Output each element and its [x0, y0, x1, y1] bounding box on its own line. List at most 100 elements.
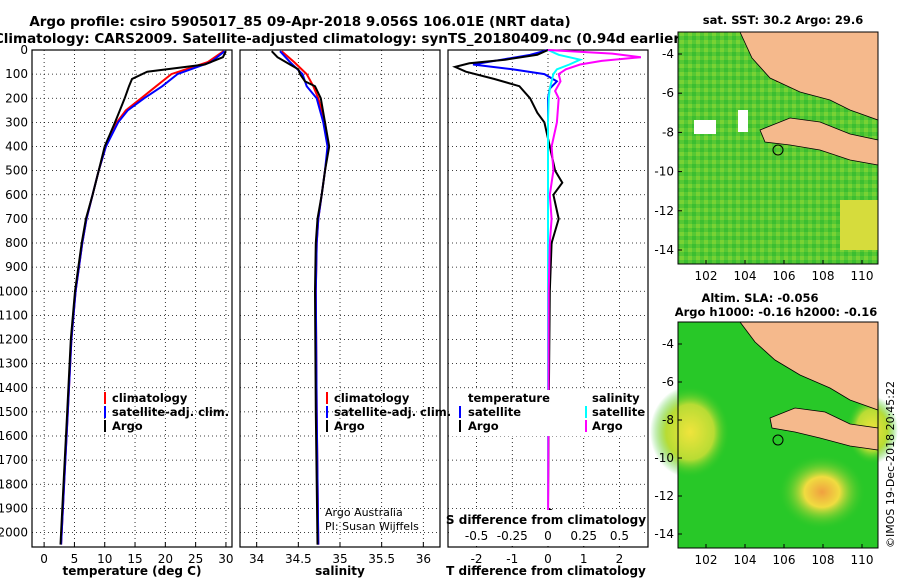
legend-climatology-label: climatology [112, 391, 188, 405]
salinity-legend: climatology satellite-adj. clim. Argo [326, 391, 451, 433]
title-line-2: Climatology: CARS2009. Satellite-adjuste… [0, 31, 686, 47]
series-climatology [281, 50, 330, 545]
sal-legend-satellite-label: satellite-adj. clim. [334, 405, 451, 419]
x-tick-label: 25 [188, 552, 203, 566]
x-tick-label: 0 [544, 552, 552, 566]
depth-tick-label: 1100 [0, 308, 28, 322]
salinity-panel: 34 34.5 35 35.5 36 salinity climatology sate… [239, 49, 451, 578]
map-y-tick-label: -8 [662, 125, 674, 139]
map-y-tick-label: -10 [654, 165, 674, 179]
legend-salinity-title: salinity [592, 391, 640, 405]
temperature-grid [32, 49, 232, 547]
difference-panel: -2 -1 0 1 2 S difference from climatology -0… [446, 49, 649, 578]
s-tick-label: 0 [544, 529, 552, 543]
map-y-tick-label: -14 [654, 527, 674, 541]
map-x-tick-label: 102 [695, 269, 718, 283]
legend-s-argo-label: Argo [592, 419, 623, 433]
depth-tick-label: 1500 [0, 405, 28, 419]
map-y-tick-label: -6 [662, 375, 674, 389]
sst-map-frame [677, 31, 879, 265]
series-climatology [60, 50, 225, 545]
x-tick-label: 20 [158, 552, 173, 566]
series-t-argo [452, 49, 582, 546]
temperature-x-ticks: 0 5 10 15 20 25 30 [40, 542, 234, 566]
map-x-tick-label: 104 [734, 553, 757, 567]
s-difference-ticks: -0.5 -0.25 0 0.25 0.5 [465, 529, 629, 543]
x-tick-label: 10 [97, 552, 112, 566]
depth-tick-label: 700 [5, 212, 28, 226]
x-tick-label: 15 [127, 552, 142, 566]
legend-t-argo-label: Argo [468, 419, 499, 433]
sst-map-cloud-1 [694, 120, 716, 134]
annotation-pi: PI: Susan Wijffels [325, 520, 419, 533]
map-y-tick-label: -14 [654, 243, 674, 257]
series-argo [270, 50, 331, 545]
salinity-xlabel: salinity [315, 564, 365, 578]
legend-t-satellite-label: satellite [468, 405, 521, 419]
temperature-xlabel: temperature (deg C) [63, 564, 202, 578]
series-s-satellite [547, 49, 584, 545]
map-y-tick-label: -12 [654, 204, 674, 218]
x-tick-label: 35.5 [368, 552, 395, 566]
x-tick-label: 0 [40, 552, 48, 566]
annotation-argo-australia: Argo Australia [325, 506, 403, 519]
map-x-tick-label: 102 [695, 553, 718, 567]
map-y-tick-label: -8 [662, 413, 674, 427]
depth-tick-label: 1300 [0, 357, 28, 371]
map-x-tick-label: 106 [773, 269, 796, 283]
sst-map-cloud-2 [738, 110, 748, 132]
temperature-panel: 0100200300400500600700800900100011001200… [0, 43, 234, 578]
map-x-tick-label: 106 [773, 553, 796, 567]
s-tick-label: -0.25 [497, 529, 528, 543]
sla-map-yellow-blob-west [650, 386, 730, 478]
s-tick-label: 0.5 [610, 529, 629, 543]
sla-map-frame [677, 321, 879, 549]
map-y-tick-label: -4 [662, 337, 674, 351]
series-s-argo [547, 49, 642, 545]
sst-map-argo-marker [772, 144, 784, 156]
depth-tick-label: 600 [5, 188, 28, 202]
depth-tick-label: 0 [20, 43, 28, 57]
depth-axis-ticks: 0 100 200 300 400 500 600 700 800 900 1000 1100 1200… [0, 43, 28, 540]
sla-map-ticks: 102 104 106 108 110 -4 -6 -8 -10 -12 -14 [654, 337, 873, 567]
x-tick-label: 30 [218, 552, 233, 566]
series-satellite-adj-clim- [279, 50, 329, 545]
x-tick-label: -2 [471, 552, 483, 566]
legend-s-satellite-label: satellite [592, 405, 645, 419]
map-x-tick-label: 104 [734, 269, 757, 283]
x-tick-label: 35 [332, 552, 347, 566]
map-y-tick-label: -6 [662, 86, 674, 100]
map-y-tick-label: -4 [662, 47, 674, 61]
depth-tick-label: 900 [5, 260, 28, 274]
sst-map-title: sat. SST: 30.2 Argo: 29.6 [703, 13, 863, 27]
depth-tick-label: 400 [5, 140, 28, 154]
sal-legend-argo-label: Argo [334, 419, 365, 433]
difference-series [452, 49, 642, 546]
depth-tick-label: 2000 [0, 526, 28, 540]
title-line-1: Argo profile: csiro 5905017_85 09-Apr-20… [29, 14, 570, 30]
map-y-tick-label: -10 [654, 451, 674, 465]
t-difference-xlabel: T difference from climatology [446, 564, 646, 578]
series-argo [59, 50, 227, 545]
s-tick-label: -0.5 [465, 529, 488, 543]
temperature-legend: climatology satellite-adj. clim. Argo [104, 391, 229, 433]
x-tick-label: 1 [580, 552, 588, 566]
sla-map: Altim. SLA: -0.056 Argo h1000: -0.16 h20… [650, 291, 898, 567]
temperature-axes-frame [31, 49, 233, 548]
sla-map-orange-blob-southeast [778, 454, 866, 530]
sst-map-ticks: 102 104 106 108 110 -4 -6 -8 -10 -12 -14 [654, 47, 873, 283]
map-y-tick-label: -12 [654, 489, 674, 503]
s-difference-xlabel: S difference from climatology [446, 513, 646, 527]
difference-legend: temperature satellite Argo salinity sate… [452, 390, 645, 436]
x-tick-label: -1 [506, 552, 518, 566]
depth-tick-label: 100 [5, 67, 28, 81]
sla-map-argo-marker [772, 434, 784, 446]
legend-temperature-title: temperature [468, 391, 550, 405]
depth-tick-label: 1000 [0, 284, 28, 298]
sst-map-yellow-patch [840, 200, 878, 250]
map-x-tick-label: 108 [812, 553, 835, 567]
watermark: ©IMOS 19-Dec-2018 20:45:22 [884, 381, 897, 548]
salinity-x-ticks: 34 34.5 35 35.5 36 [249, 542, 431, 566]
x-tick-label: 34 [249, 552, 264, 566]
